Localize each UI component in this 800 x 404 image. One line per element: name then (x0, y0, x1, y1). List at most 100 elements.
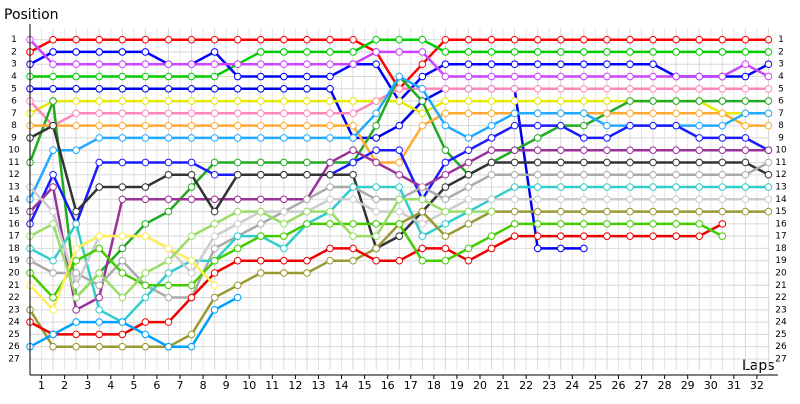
point (141, 232, 150, 240)
point (418, 207, 427, 216)
point (118, 330, 127, 339)
point (72, 256, 80, 265)
point (326, 244, 334, 253)
x-tick-label: 23 (542, 379, 556, 392)
point (141, 60, 150, 69)
point (280, 170, 288, 179)
x-tick-label: 15 (358, 379, 372, 392)
point (556, 232, 565, 240)
point (533, 109, 542, 118)
point (695, 220, 704, 228)
point (533, 60, 542, 69)
point (349, 244, 357, 253)
point (256, 121, 265, 130)
x-tick-label: 21 (496, 379, 510, 392)
point (764, 97, 773, 105)
point (626, 72, 634, 81)
point (49, 121, 57, 130)
point (326, 109, 334, 118)
point (464, 256, 473, 265)
point (441, 158, 450, 167)
y-tick-label: 13 (8, 183, 19, 193)
point (118, 244, 127, 253)
point (164, 109, 173, 118)
point (280, 220, 288, 228)
point (49, 146, 57, 154)
y-tick-label: 3 (11, 60, 17, 70)
point (72, 35, 80, 44)
point (718, 97, 727, 105)
point (349, 109, 357, 118)
point (649, 170, 657, 179)
point (764, 121, 773, 130)
y-tick-label: 27 (775, 354, 786, 364)
point (210, 60, 219, 69)
point (210, 48, 219, 56)
point (741, 170, 750, 179)
point (95, 342, 104, 351)
x-tick-label: 12 (288, 379, 302, 392)
point (303, 207, 311, 216)
x-tick-label: 22 (519, 379, 533, 392)
point (164, 207, 173, 216)
point (233, 134, 242, 142)
point (649, 121, 657, 130)
point (718, 109, 727, 118)
x-tick-label: 28 (658, 379, 672, 392)
y-tick-label: 6 (778, 97, 784, 107)
y-tick-label: 22 (775, 293, 786, 303)
point (72, 220, 80, 228)
point (626, 207, 634, 216)
x-tick-label: 30 (704, 379, 718, 392)
point (164, 256, 173, 265)
point (49, 220, 57, 228)
point (164, 318, 173, 326)
point (326, 48, 334, 56)
x-tick-label: 24 (565, 379, 579, 392)
point (764, 146, 773, 154)
point (695, 207, 704, 216)
point (372, 48, 380, 56)
point (741, 97, 750, 105)
point (210, 256, 219, 265)
point (256, 195, 265, 204)
x-tick-label: 3 (84, 379, 91, 392)
point (72, 60, 80, 69)
point (256, 207, 265, 216)
point (372, 207, 380, 216)
point (741, 134, 750, 142)
point (533, 195, 542, 204)
point (487, 134, 496, 142)
point (695, 146, 704, 154)
point (672, 207, 680, 216)
point (187, 35, 196, 44)
point (210, 269, 219, 277)
point (649, 60, 657, 69)
point (233, 109, 242, 118)
point (418, 220, 427, 228)
point (672, 72, 680, 81)
point (649, 109, 657, 118)
point (741, 48, 750, 56)
point (718, 146, 727, 154)
point (487, 60, 496, 69)
point (303, 97, 311, 105)
point (764, 158, 773, 167)
point (349, 60, 357, 69)
x-axis-label: Laps (742, 358, 775, 374)
point (72, 97, 80, 105)
point (510, 121, 519, 130)
point (326, 195, 334, 204)
point (695, 158, 704, 167)
point (626, 121, 634, 130)
point (118, 84, 127, 93)
y-axis-label: Position (4, 7, 59, 23)
y-tick-label: 19 (8, 256, 20, 266)
point (672, 232, 680, 240)
point (695, 109, 704, 118)
point (280, 48, 288, 56)
point (141, 183, 150, 191)
point (603, 170, 611, 179)
point (118, 183, 127, 191)
x-tick-label: 6 (153, 379, 160, 392)
